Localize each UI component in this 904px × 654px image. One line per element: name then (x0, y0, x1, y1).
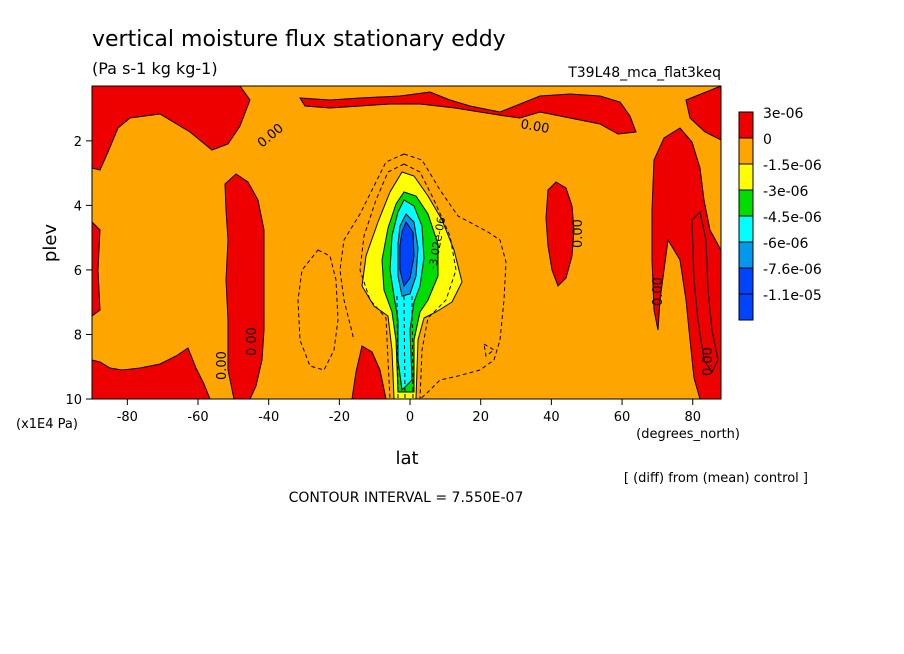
legend-label: -7.6e-06 (763, 262, 822, 278)
legend-swatch (738, 267, 754, 295)
dashed-contour-core-2 (411, 295, 414, 399)
run-label: T39L48_mca_flat3keq (567, 65, 721, 81)
red-region-bottom-left (92, 347, 211, 399)
legend: 3e-06 0 -1.5e-06 -3e-06 -4.5e-06 -6e-06 -7.6e-… (738, 106, 822, 321)
x-axis-label: lat (395, 448, 418, 469)
legend-label: -1.1e-05 (763, 288, 822, 304)
y-axis-label: plev (40, 224, 61, 263)
legend-swatch (738, 111, 754, 139)
x-tick-label: 40 (543, 410, 560, 425)
diff-note: [ (diff) from (mean) control ] (624, 471, 808, 486)
legend-label: 0 (763, 132, 772, 148)
contour-label: 0.00 (519, 117, 550, 137)
y-axis: 2 4 6 8 10 (65, 135, 92, 408)
red-region-right-blob (545, 181, 575, 287)
dashed-contour-outer (403, 153, 507, 399)
contour-label: 0.00 (701, 347, 716, 376)
contour-label: 0.00 (571, 219, 586, 248)
red-region-right-thin (691, 210, 719, 373)
contour-label: 0.00 (245, 327, 260, 356)
legend-label: -1.5e-06 (763, 158, 822, 174)
x-tick-label: -40 (258, 410, 279, 425)
x-tick-label: 80 (684, 410, 701, 425)
dark-blue-region (399, 220, 415, 288)
legend-swatch (738, 163, 754, 191)
legend-label: 3e-06 (763, 106, 803, 122)
x-tick-label: -60 (187, 410, 208, 425)
dashed-contours (297, 153, 507, 399)
red-region-left-mid (92, 221, 101, 317)
y-tick-label: 6 (74, 264, 82, 279)
x-axis: -80 -60 -40 -20 0 20 40 60 80 (117, 399, 701, 425)
red-region-top-center (299, 91, 637, 135)
legend-label: -4.5e-06 (763, 210, 822, 226)
legend-label: -3e-06 (763, 184, 809, 200)
legend-swatch (738, 293, 754, 321)
red-region-center-bottom (351, 345, 387, 399)
dashed-contour-core-3 (403, 295, 406, 399)
dashed-contour-inner-left (359, 163, 405, 399)
x-tick-label: 20 (472, 410, 489, 425)
chart-units: (Pa s-1 kg kg-1) (92, 59, 218, 78)
x-tick-label: -20 (329, 410, 350, 425)
dashed-contour-spur (483, 343, 495, 357)
y-tick-label: 2 (74, 135, 82, 150)
red-region-top-left (92, 86, 251, 171)
plot-area: 0.00 0.00 0.00 0.00 0.00 0.00 0.00 -3.02… (65, 85, 722, 425)
x-tick-label: 60 (614, 410, 631, 425)
dashed-contour-core-1 (396, 295, 399, 399)
x-axis-units: (degrees_north) (636, 427, 740, 442)
dashed-contour-left-loop (297, 249, 339, 371)
legend-swatch (738, 241, 754, 269)
contour-interval: CONTOUR INTERVAL = 7.550E-07 (289, 490, 524, 506)
legend-swatch (738, 215, 754, 243)
plot-frame (91, 85, 722, 400)
dashed-contour-outer-left (339, 153, 405, 341)
y-tick-label: 4 (74, 199, 82, 214)
contour-label: 0.00 (651, 277, 666, 306)
red-region-left-column (224, 173, 265, 399)
legend-label: -6e-06 (763, 236, 809, 252)
y-tick-label: 8 (74, 328, 82, 343)
negative-plume (361, 171, 463, 399)
legend-swatch (738, 137, 754, 165)
contour-label: 0.00 (215, 351, 230, 380)
chart-title: vertical moisture flux stationary eddy (92, 27, 506, 52)
red-region-top-right (685, 86, 721, 141)
y-axis-units: (x1E4 Pa) (16, 417, 78, 432)
legend-swatch (738, 189, 754, 217)
positive-regions (92, 86, 721, 399)
y-tick-label: 10 (65, 393, 82, 408)
x-tick-label: -80 (117, 410, 138, 425)
x-tick-label: 0 (406, 410, 414, 425)
dashed-contour-inner (403, 163, 457, 399)
